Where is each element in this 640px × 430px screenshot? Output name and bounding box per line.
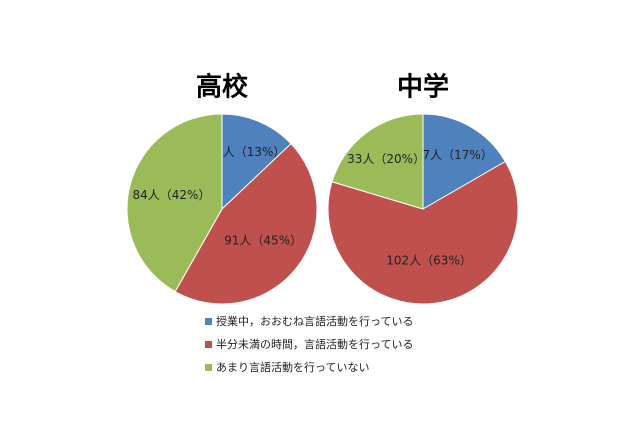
data-label: 27人（17%） — [415, 148, 493, 162]
legend-label: 半分未満の時間，言語活動を行っている — [216, 337, 413, 351]
pie-title: 高校 — [196, 72, 249, 103]
pie-slice — [422, 113, 506, 210]
pie-slice — [327, 160, 519, 305]
data-label: 26人（13%） — [207, 145, 285, 159]
data-label: 91人（45%） — [224, 234, 302, 248]
legend-label: あまり言語活動を行っていない — [216, 360, 369, 374]
data-label: 33人（20%） — [347, 152, 425, 166]
pie-slice — [126, 113, 223, 293]
legend-label: 授業中，おおむね言語活動を行っている — [216, 314, 413, 328]
pie-slice — [174, 142, 318, 305]
data-label: 84人（42%） — [133, 188, 211, 202]
pie-slice — [331, 113, 424, 210]
pie-slice — [221, 113, 292, 211]
data-label: 102人（63%） — [386, 253, 472, 267]
legend-swatch — [205, 341, 212, 348]
legend-swatch — [205, 364, 212, 371]
pie-title: 中学 — [397, 72, 449, 103]
legend-swatch — [205, 318, 212, 325]
